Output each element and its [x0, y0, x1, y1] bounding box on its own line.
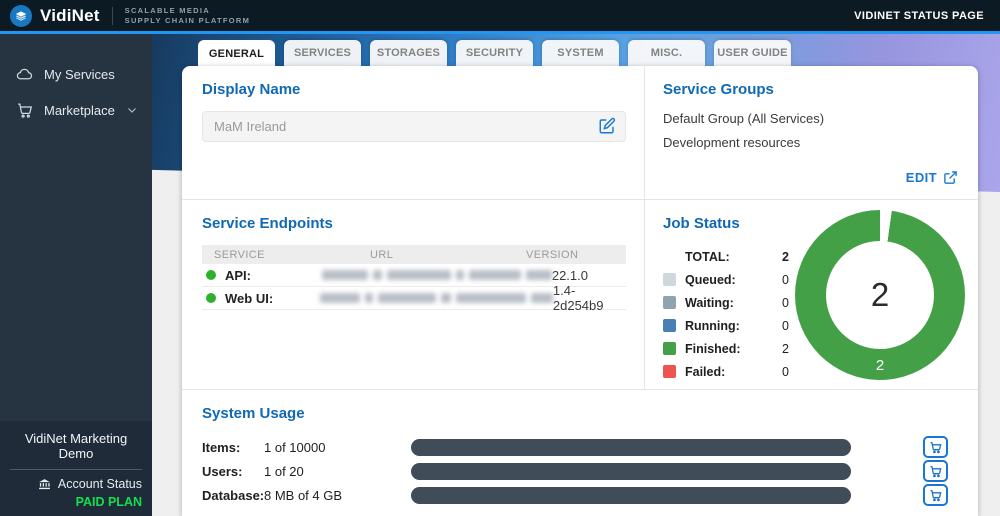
usage-row-database: Database: 8 MB of 4 GB: [202, 483, 958, 507]
account-status-label: Account Status: [57, 477, 142, 491]
brand[interactable]: VidiNet SCALABLE MEDIA SUPPLY CHAIN PLAT…: [10, 4, 251, 27]
system-usage-title: System Usage: [202, 405, 305, 422]
sidebar-item-my-services[interactable]: My Services: [0, 56, 152, 92]
job-status-title: Job Status: [663, 215, 740, 232]
cloud-icon: [16, 66, 33, 83]
brand-separator: [111, 6, 113, 25]
cart-icon-button[interactable]: [923, 484, 948, 506]
display-name-title: Display Name: [202, 81, 301, 98]
divider: [10, 469, 142, 470]
vidinet-logo-icon: [10, 4, 32, 27]
plan-badge: PAID PLAN: [75, 495, 142, 509]
usage-row-items: Items: 1 of 10000: [202, 435, 958, 459]
display-name-section: Display Name: [182, 66, 645, 199]
legend-row: Finished: 2: [663, 337, 958, 360]
legend-swatch: [663, 342, 676, 355]
tab-system[interactable]: SYSTEM: [542, 40, 619, 66]
tab-general[interactable]: GENERAL: [198, 40, 275, 67]
cart-icon: [16, 102, 33, 119]
sidebar-item-marketplace[interactable]: Marketplace: [0, 92, 152, 128]
tagline-line2: SUPPLY CHAIN PLATFORM: [124, 16, 251, 25]
display-name-input[interactable]: [202, 111, 626, 142]
topbar: VidiNet SCALABLE MEDIA SUPPLY CHAIN PLAT…: [0, 0, 1000, 31]
donut-total: 2: [826, 241, 934, 349]
cart-icon-button[interactable]: [923, 436, 948, 458]
job-status-donut: 2 2: [795, 210, 965, 380]
table-row: API: 22.1.0: [202, 264, 626, 287]
sidebar-item-label: My Services: [44, 66, 115, 82]
tagline-line1: SCALABLE MEDIA: [124, 6, 210, 15]
legend-row: Waiting: 0: [663, 291, 958, 314]
edit-icon[interactable]: [596, 116, 618, 138]
endpoint-version: 1.4-2d254b9: [552, 283, 604, 313]
content-card: Display Name Service Groups Default Grou…: [182, 66, 978, 516]
legend-row-total: TOTAL: 2: [685, 249, 789, 264]
usage-bar: [411, 438, 851, 456]
col-header-version: VERSION: [526, 248, 579, 261]
tab-services[interactable]: SERVICES: [284, 40, 361, 66]
service-group-item: Development resources: [663, 135, 801, 150]
legend-swatch: [663, 296, 676, 309]
cart-icon-button[interactable]: [923, 460, 948, 482]
usage-bar: [411, 486, 851, 504]
brand-tagline: SCALABLE MEDIA SUPPLY CHAIN PLATFORM: [125, 6, 251, 25]
account-status-link[interactable]: Account Status: [10, 477, 142, 491]
col-header-service: SERVICE: [214, 248, 265, 261]
status-page-link[interactable]: VIDINET STATUS PAGE: [854, 9, 984, 22]
legend-swatch: [663, 319, 676, 332]
legend-swatch: [663, 273, 676, 286]
tab-security[interactable]: SECURITY: [456, 40, 533, 66]
service-endpoints-section: Service Endpoints SERVICE URL VERSION AP: [182, 200, 645, 389]
usage-bar: [411, 462, 851, 480]
tab-bar: GENERAL SERVICES STORAGES SECURITY SYSTE…: [198, 40, 791, 67]
edit-groups-label: EDIT: [905, 170, 937, 185]
sidebar: My Services Marketplace VidiNet Marketin…: [0, 34, 152, 516]
sidebar-footer: VidiNet Marketing Demo Account Status PA…: [0, 421, 152, 516]
tab-misc[interactable]: MISC.: [628, 40, 705, 66]
endpoint-name: API:: [225, 267, 251, 283]
legend-row: Failed: 0: [663, 360, 958, 383]
legend-swatch: [663, 365, 676, 378]
table-row: Web UI: 1.4-2d254b9: [202, 283, 626, 313]
external-link-icon: [944, 171, 957, 184]
donut-segment-label: 2: [875, 357, 885, 374]
bank-icon: [39, 478, 50, 489]
tab-storages[interactable]: STORAGES: [370, 40, 447, 66]
legend-row: Queued: 0: [663, 268, 958, 291]
usage-row-users: Users: 1 of 20: [202, 459, 958, 483]
main-area: GENERAL SERVICES STORAGES SECURITY SYSTE…: [152, 34, 1000, 516]
job-status-section: Job Status TOTAL: 2 Queued: 0: [645, 200, 978, 389]
org-name: VidiNet Marketing Demo: [24, 431, 128, 461]
legend-row: Running: 0: [663, 314, 958, 337]
redacted-url: [321, 270, 552, 280]
sidebar-item-label: Marketplace: [44, 102, 115, 118]
endpoints-table: SERVICE URL VERSION API:: [202, 245, 626, 313]
edit-groups-link[interactable]: EDIT: [906, 170, 958, 185]
sidebar-nav: My Services Marketplace: [0, 34, 152, 128]
endpoint-name: Web UI:: [225, 290, 274, 306]
col-header-url: URL: [370, 248, 394, 261]
status-dot-online: [206, 270, 216, 280]
tab-user-guide[interactable]: USER GUIDE: [714, 40, 791, 66]
system-usage-section: System Usage Items: 1 of 10000 Users: 1 …: [182, 390, 978, 507]
endpoints-table-header: SERVICE URL VERSION: [202, 245, 626, 264]
brand-name: VidiNet: [40, 5, 100, 25]
redacted-url: [319, 293, 553, 303]
service-group-item: Default Group (All Services): [663, 111, 825, 126]
service-endpoints-title: Service Endpoints: [202, 215, 333, 232]
chevron-down-icon: [126, 104, 138, 116]
accent-line: [0, 31, 1000, 34]
endpoint-version: 22.1.0: [551, 267, 588, 283]
service-groups-section: Service Groups Default Group (All Servic…: [645, 66, 978, 199]
job-status-legend: TOTAL: 2 Queued: 0 Waiting:: [663, 245, 958, 383]
status-dot-online: [206, 293, 216, 303]
display-name-input-wrap: [202, 111, 626, 142]
service-groups-title: Service Groups: [663, 81, 774, 98]
